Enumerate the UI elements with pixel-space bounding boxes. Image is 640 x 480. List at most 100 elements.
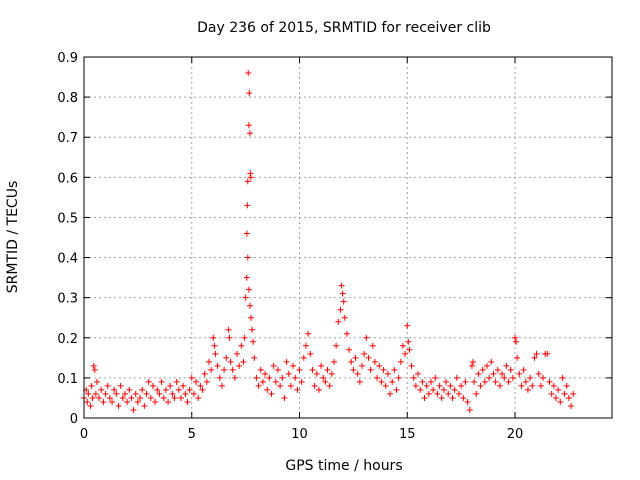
data-point [352,354,359,361]
data-point [335,318,342,325]
data-point [246,302,253,309]
data-point [244,254,251,261]
data-point [296,366,303,373]
data-point [425,390,432,397]
data-point [391,366,398,373]
data-point [212,350,219,357]
data-point [503,362,510,369]
data-point [160,394,167,401]
data-point [262,370,269,377]
data-point [117,382,124,389]
y-tick-label: 0.9 [57,51,78,66]
data-point [350,366,357,373]
x-tick-label: 5 [188,427,196,442]
y-tick-label: 0.5 [57,211,78,226]
data-point [374,374,381,381]
y-tick-label: 0.8 [57,91,78,106]
data-point [449,394,456,401]
data-point [399,342,406,349]
data-point [115,402,122,409]
data-point [387,390,394,397]
data-point [130,406,137,413]
data-point [132,390,139,397]
data-point [225,326,232,333]
data-point [106,394,113,401]
plot-frame [83,56,613,419]
data-point [292,374,299,381]
data-point [167,382,174,389]
data-point [158,378,165,385]
data-point [397,358,404,365]
data-point [300,354,307,361]
data-point [341,314,348,321]
y-tick-label: 0.6 [57,171,78,186]
data-point [559,374,566,381]
data-point [481,378,488,385]
data-point [216,374,223,381]
data-point [264,386,271,393]
data-point [486,374,493,381]
data-point [177,394,184,401]
data-point [382,382,389,389]
data-point [255,382,262,389]
data-point [245,70,252,77]
x-axis-label: GPS time / hours [285,458,402,474]
data-point [186,386,193,393]
data-point [518,382,525,389]
data-points [81,70,577,413]
data-point [361,350,368,357]
data-point [512,334,519,341]
data-point [226,334,233,341]
data-point [376,362,383,369]
data-point [527,374,534,381]
data-point [100,398,107,405]
data-point [445,390,452,397]
data-point [218,382,225,389]
data-point [244,178,251,185]
data-point [141,402,148,409]
y-axis-label: SRMTID / TECUs [5,181,21,294]
data-point [514,354,521,361]
data-point [246,130,253,137]
data-point [389,378,396,385]
data-point [211,342,218,349]
data-point [245,122,252,129]
data-point [415,370,422,377]
data-point [313,370,320,377]
data-point [466,406,473,413]
y-tick-label: 0.4 [57,252,78,267]
data-point [501,374,508,381]
data-point [339,290,346,297]
data-point [244,202,251,209]
data-point [281,394,288,401]
data-point [229,366,236,373]
data-point [152,398,159,405]
data-point [85,390,92,397]
data-point [203,378,210,385]
y-tick-label: 0.3 [57,292,78,307]
data-point [305,330,312,337]
data-point [524,386,531,393]
data-point [96,394,103,401]
data-point [290,362,297,369]
data-point [253,374,260,381]
data-point [447,382,454,389]
data-point [227,358,234,365]
data-point [423,382,430,389]
data-point [208,366,215,373]
data-point [412,382,419,389]
data-point [348,358,355,365]
data-point [277,382,284,389]
data-point [378,378,385,385]
data-point [175,386,182,393]
data-point [475,370,482,377]
data-point [249,326,256,333]
data-point [311,382,318,389]
data-point [134,398,141,405]
data-point [471,378,478,385]
data-point [540,374,547,381]
data-point [393,386,400,393]
data-point [195,394,202,401]
data-point [548,390,555,397]
